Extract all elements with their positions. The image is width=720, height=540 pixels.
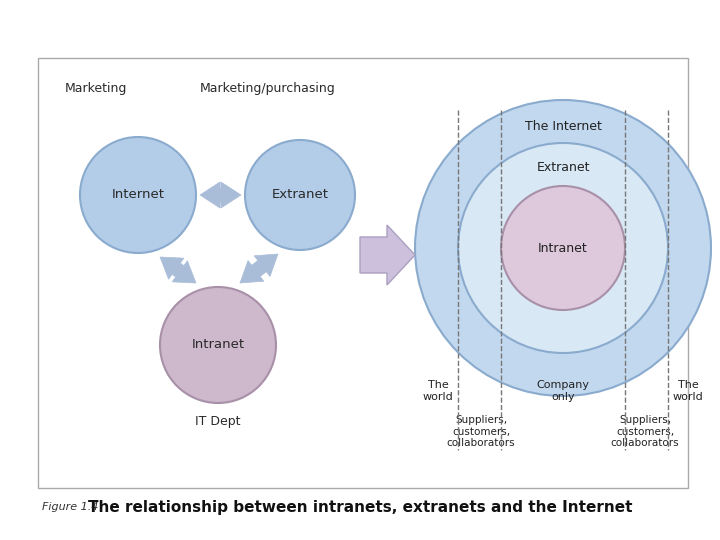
Text: Suppliers,
customers,
collaborators: Suppliers, customers, collaborators [446,415,516,448]
Text: The relationship between intranets, extranets and the Internet: The relationship between intranets, extr… [88,500,632,515]
Text: Marketing: Marketing [65,82,127,95]
Bar [38,58,688,488]
Text: Intranet: Intranet [192,339,245,352]
Text: Company
only: Company only [536,380,590,402]
Text: Extranet: Extranet [271,188,328,201]
Text: Intranet: Intranet [538,241,588,254]
Ellipse shape [245,140,355,250]
Text: The
world: The world [423,380,454,402]
Text: Suppliers,
customers,
collaborators: Suppliers, customers, collaborators [611,415,679,448]
Text: Figure 1.4: Figure 1.4 [42,502,99,512]
Ellipse shape [160,287,276,403]
Text: IT Dept: IT Dept [195,415,240,428]
Ellipse shape [501,186,625,310]
Polygon shape [360,225,415,285]
Text: The
world: The world [672,380,703,402]
Text: Internet: Internet [112,188,164,201]
Text: Extranet: Extranet [536,161,590,174]
Ellipse shape [80,137,196,253]
Polygon shape [160,257,196,283]
Text: The Internet: The Internet [525,120,601,133]
Polygon shape [240,254,278,283]
Ellipse shape [458,143,668,353]
Ellipse shape [415,100,711,396]
Polygon shape [200,182,241,208]
Text: Marketing/purchasing: Marketing/purchasing [200,82,336,95]
